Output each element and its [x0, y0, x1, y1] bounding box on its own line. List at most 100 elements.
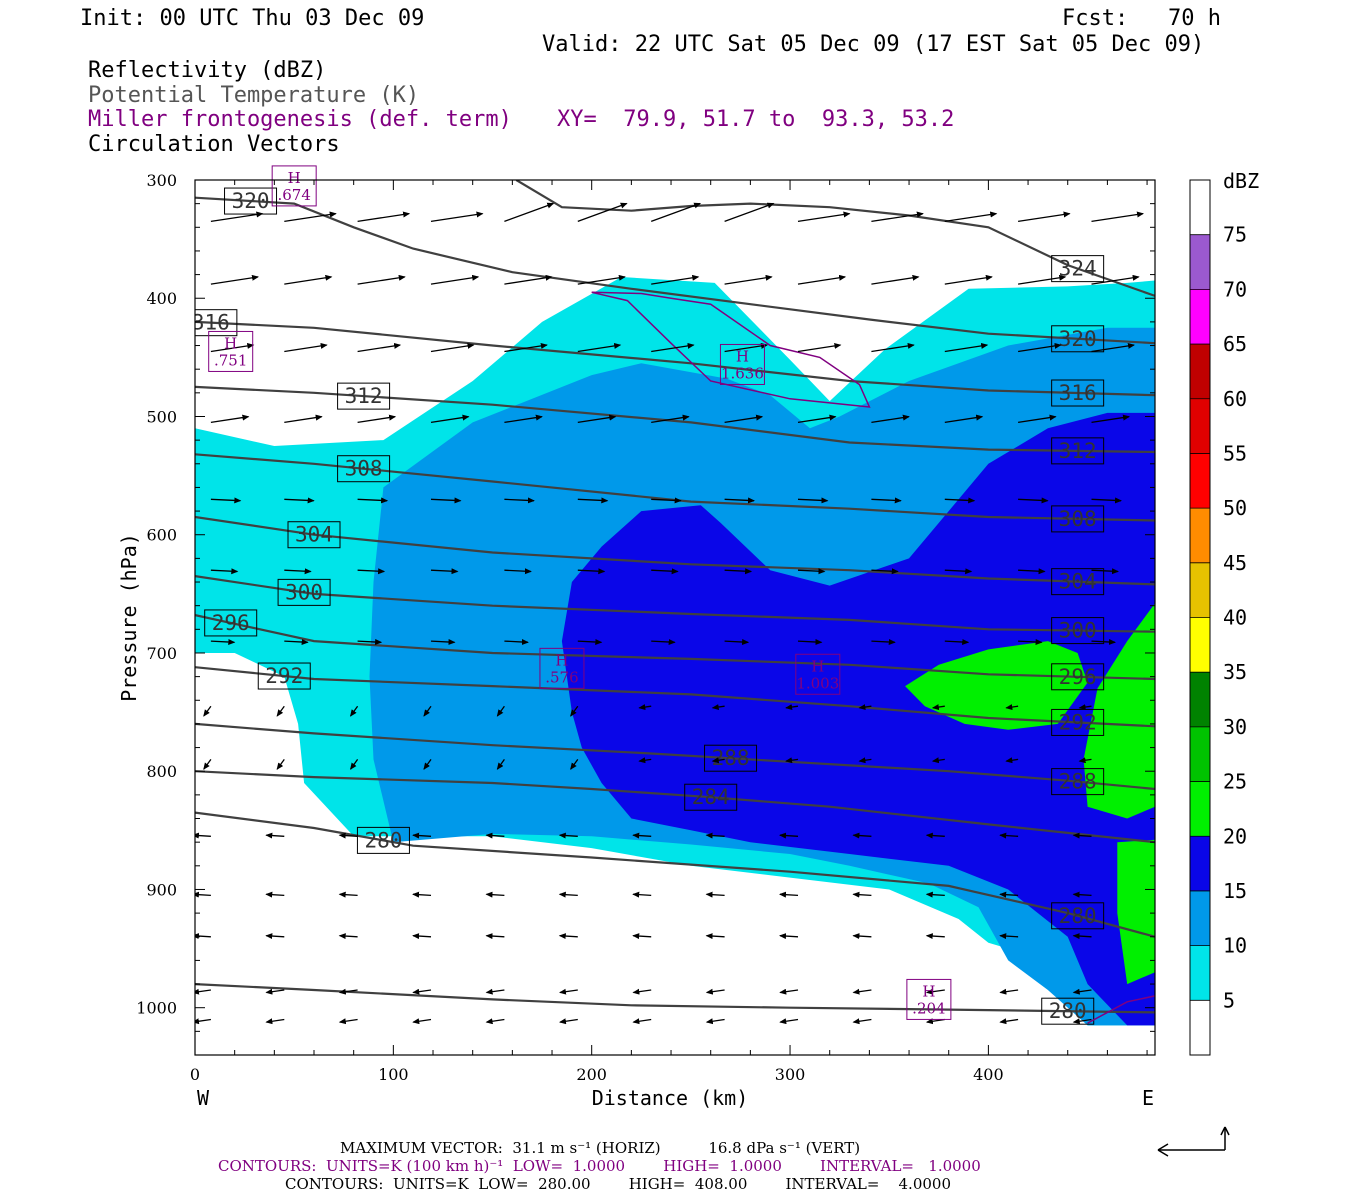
- field-frontogenesis: Miller frontogenesis (def. term): [88, 107, 512, 132]
- circulation-vector: [485, 891, 505, 898]
- circulation-vector: [357, 568, 386, 575]
- colorbar-segment: [1190, 508, 1210, 563]
- y-tick-label: 300: [146, 171, 177, 190]
- circulation-vector: [797, 568, 826, 575]
- colorbar-title: dBZ: [1223, 169, 1259, 193]
- circulation-vector: [577, 497, 609, 504]
- colorbar-segment: [1190, 945, 1210, 1001]
- circulation-vector: [858, 704, 872, 711]
- circulation-vector: [858, 757, 872, 764]
- theta-label-text: 288: [712, 746, 750, 770]
- colorbar-segment: [1190, 672, 1210, 727]
- circulation-vector: [430, 211, 484, 223]
- theta-label-box: [337, 455, 391, 483]
- circulation-vector: [1072, 988, 1092, 995]
- theta-label-text: 280: [1059, 904, 1097, 928]
- maximum-value: .751: [214, 351, 247, 369]
- circulation-vector: [944, 638, 970, 645]
- colorbar-segment: [1190, 234, 1210, 290]
- theta-line-292: [195, 666, 1155, 728]
- circulation-vector: [705, 891, 725, 898]
- circulation-vector: [265, 1018, 285, 1025]
- y-tick-label: 500: [146, 407, 177, 426]
- circulation-vector: [724, 202, 775, 223]
- circulation-vector: [265, 933, 285, 940]
- circulation-vector: [871, 342, 915, 353]
- circulation-vector: [195, 1018, 211, 1025]
- colorbar-label: 60: [1223, 387, 1247, 411]
- colorbar-label: 75: [1223, 223, 1247, 247]
- circulation-vector: [203, 759, 212, 770]
- x-tick-label: 300: [775, 1065, 806, 1084]
- maximum-label: H: [288, 169, 301, 187]
- circulation-vector: [423, 705, 432, 717]
- dbz-region-20: [1117, 839, 1155, 985]
- circulation-vector: [577, 568, 606, 575]
- theta-label-box: [1051, 902, 1105, 930]
- colorbar-segment: [1190, 453, 1210, 509]
- circulation-vector: [925, 891, 945, 898]
- circulation-vector: [705, 1018, 725, 1025]
- circulation-vector: [210, 274, 259, 285]
- circulation-vector: [724, 274, 773, 285]
- circulation-vector: [265, 988, 285, 995]
- maximum-label: H: [555, 651, 568, 669]
- theta-label-text: 292: [1059, 710, 1097, 734]
- circulation-vector: [558, 891, 578, 898]
- circulation-vector: [1091, 497, 1122, 504]
- circulation-vector: [724, 342, 768, 353]
- circulation-vector: [1091, 342, 1135, 353]
- circulation-vector: [559, 988, 578, 995]
- colorbar-segment: [1190, 289, 1210, 345]
- field-vectors: Circulation Vectors: [88, 132, 340, 157]
- contours-theta-note: CONTOURS: UNITS=K LOW= 280.00 HIGH= 408.…: [285, 1175, 951, 1193]
- circulation-vector: [203, 705, 212, 717]
- circulation-vector: [412, 891, 432, 898]
- colorbar-segment: [1190, 726, 1210, 782]
- theta-label-308: 308: [1051, 505, 1105, 533]
- colorbar-label: 25: [1223, 770, 1247, 794]
- reference-vector-arrow: [1157, 1126, 1230, 1157]
- circulation-vector: [999, 933, 1019, 940]
- circulation-vector: [210, 497, 242, 504]
- frontogenesis-line: [1087, 995, 1155, 1024]
- circulation-vector: [785, 757, 799, 764]
- theta-label-text: 280: [364, 828, 402, 852]
- maximum-box: [208, 330, 254, 372]
- theta-line-316: [195, 320, 1155, 397]
- frontogenesis-maximum: H1.636: [719, 343, 765, 385]
- theta-label-text: 296: [1059, 665, 1097, 689]
- maximum-label: H: [922, 982, 935, 1000]
- circulation-vector: [852, 891, 872, 898]
- circulation-vector: [705, 988, 725, 995]
- east-label: E: [1142, 1086, 1154, 1110]
- circulation-vector: [871, 274, 920, 285]
- circulation-vector: [638, 757, 652, 764]
- circulation-vector: [797, 342, 842, 353]
- circulation-vector: [276, 759, 285, 770]
- theta-label-text: 308: [1059, 507, 1097, 531]
- circulation-vector: [485, 933, 505, 940]
- theta-label-text: 312: [345, 384, 383, 408]
- theta-label-box: [277, 578, 331, 606]
- theta-line-288: [195, 722, 1155, 791]
- circulation-vector: [1018, 342, 1062, 353]
- theta-label-288: 288: [1051, 768, 1105, 796]
- circulation-vector: [705, 832, 725, 839]
- circulation-vector: [1018, 497, 1049, 504]
- circulation-vector: [570, 705, 579, 717]
- theta-label-320: 320: [1051, 325, 1105, 353]
- maximum-box: [539, 647, 585, 689]
- circulation-vector: [1005, 757, 1019, 764]
- section-endpoints: XY= 79.9, 51.7 to 93.3, 53.2: [557, 107, 955, 132]
- theta-label-text: 304: [1059, 570, 1097, 594]
- circulation-vector: [999, 1018, 1019, 1025]
- theta-label-280: 280: [356, 826, 410, 854]
- field-theta: Potential Temperature (K): [88, 83, 420, 108]
- y-tick-label: 400: [146, 289, 177, 308]
- theta-line-300: [195, 575, 1155, 633]
- circulation-vector: [504, 497, 535, 504]
- circulation-vector: [650, 202, 702, 223]
- circulation-vector: [651, 274, 700, 285]
- theta-line-304: [195, 515, 1155, 586]
